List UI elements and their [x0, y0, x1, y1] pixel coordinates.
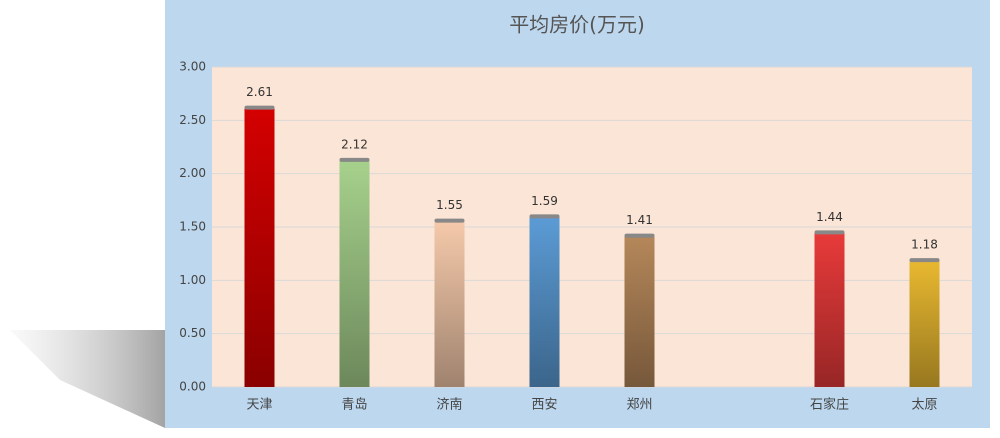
x-tick-label: 青岛	[341, 397, 367, 413]
x-tick-label: 太原	[911, 398, 937, 413]
x-tick-label: 西安	[531, 398, 557, 413]
x-tick-label: 天津	[246, 398, 272, 413]
bar-shade	[244, 108, 275, 387]
bar-cap	[339, 157, 370, 162]
bar-cap	[909, 258, 940, 263]
y-tick-label: 0.00	[179, 380, 206, 394]
x-tick-label: 石家庄	[810, 397, 849, 413]
bar-shade	[909, 261, 940, 387]
y-tick-label: 1.50	[179, 220, 206, 234]
bar-cap	[814, 230, 845, 235]
bar-shade	[624, 236, 655, 387]
y-tick-label: 1.00	[179, 273, 206, 287]
y-tick-label: 2.50	[179, 113, 206, 127]
y-tick-label: 2.00	[179, 166, 206, 180]
y-tick-label: 0.50	[179, 326, 206, 340]
y-tick-label: 3.00	[179, 60, 206, 74]
bar-shade	[434, 221, 465, 387]
bar-cap	[529, 214, 560, 219]
data-label: 2.61	[246, 85, 273, 99]
data-label: 2.12	[341, 137, 368, 151]
data-label: 1.55	[436, 198, 463, 212]
bar-shade	[814, 233, 845, 387]
bar-cap	[244, 105, 275, 110]
bar-cap	[624, 233, 655, 238]
data-label: 1.59	[531, 194, 558, 208]
data-label: 1.44	[816, 210, 843, 224]
chart-title: 平均房价(万元)	[509, 13, 645, 37]
x-tick-label: 郑州	[626, 398, 652, 413]
data-label: 1.41	[626, 213, 653, 227]
x-tick-label: 济南	[436, 397, 462, 413]
bar-shade	[529, 217, 560, 387]
bar-cap	[434, 218, 465, 223]
shadow	[10, 330, 165, 428]
bar-shade	[339, 160, 370, 387]
data-label: 1.18	[911, 238, 938, 252]
